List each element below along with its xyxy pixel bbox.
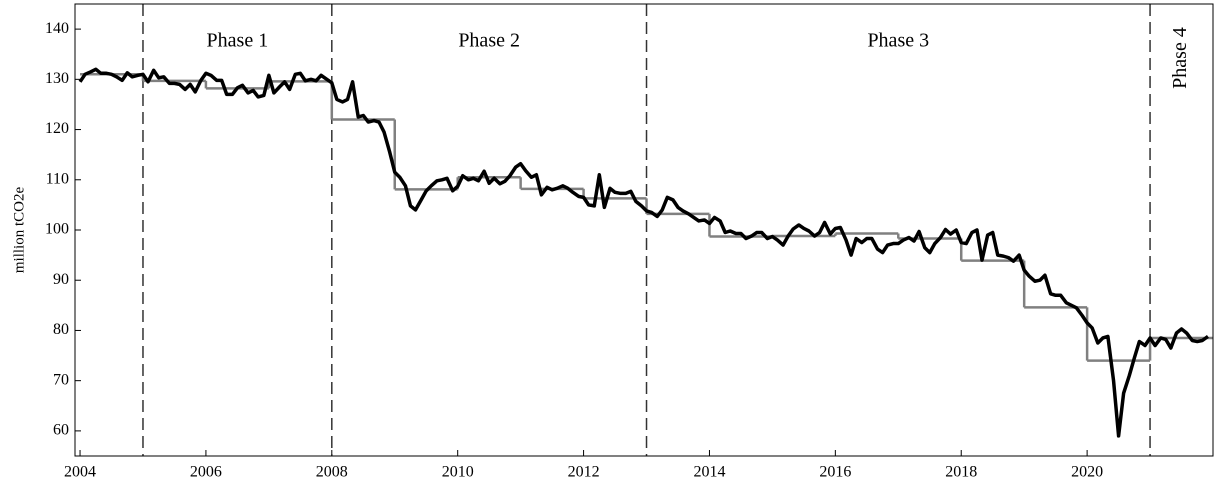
x-tick-label: 2008 xyxy=(316,464,348,481)
x-tick-label: 2010 xyxy=(442,464,474,481)
x-tick-label: 2018 xyxy=(945,464,977,481)
data-line xyxy=(78,67,1209,438)
y-tick-label: 60 xyxy=(53,422,69,439)
y-tick-label: 100 xyxy=(45,221,69,238)
y-tick-label: 130 xyxy=(45,70,69,87)
x-tick-label: 2016 xyxy=(819,464,851,481)
phase-label: Phase 2 xyxy=(458,30,520,52)
y-tick-label: 80 xyxy=(53,321,69,338)
y-tick-label: 110 xyxy=(46,170,69,187)
phase-label: Phase 1 xyxy=(207,30,269,52)
phase-label: Phase 3 xyxy=(867,30,929,52)
y-tick-label: 70 xyxy=(53,371,69,388)
y-tick-label: 140 xyxy=(45,20,69,37)
phase-label: Phase 4 xyxy=(1169,27,1191,89)
x-tick-label: 2012 xyxy=(568,464,600,481)
x-tick-label: 2020 xyxy=(1071,464,1103,481)
y-tick-label: 90 xyxy=(53,271,69,288)
plot-frame xyxy=(74,3,1214,457)
x-tick-label: 2006 xyxy=(190,464,222,481)
x-tick-label: 2004 xyxy=(64,464,96,481)
x-tick-label: 2014 xyxy=(693,464,725,481)
y-axis-label: million tCO2e xyxy=(11,187,27,274)
y-tick-label: 120 xyxy=(45,120,69,137)
